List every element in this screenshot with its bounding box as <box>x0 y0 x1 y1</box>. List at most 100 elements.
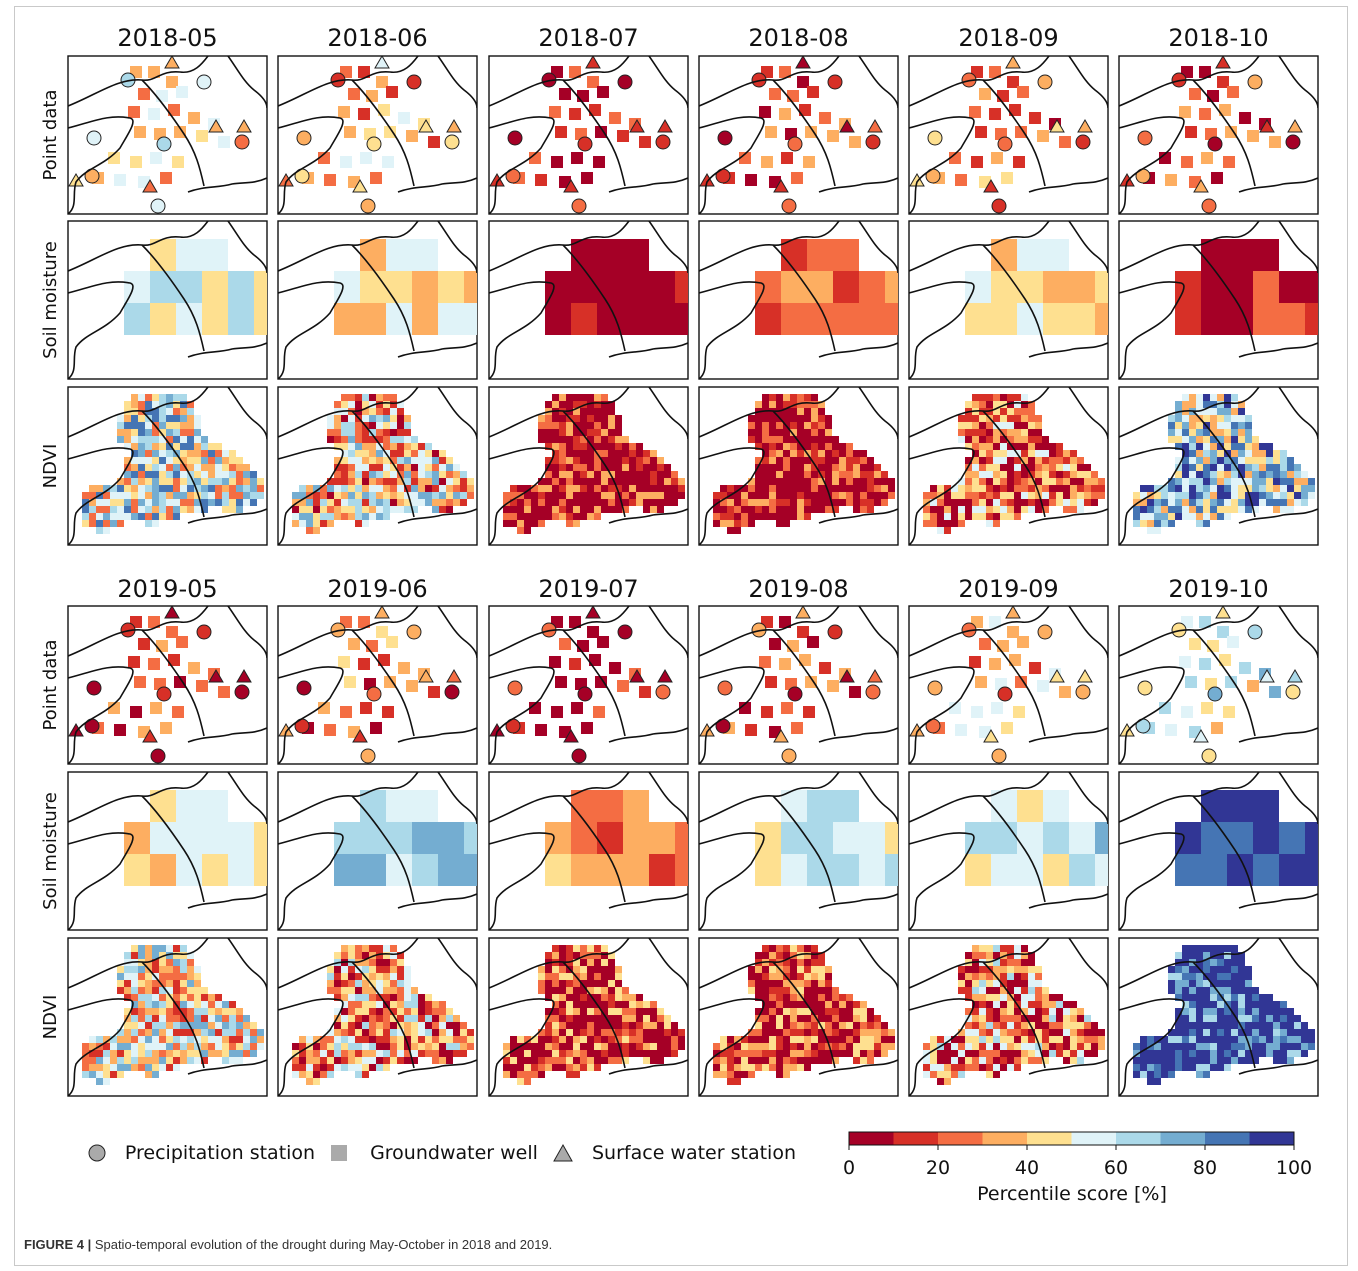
ndvi-pixel <box>930 1036 937 1043</box>
soil-moisture-cell <box>412 822 438 854</box>
ndvi-pixel <box>545 513 552 520</box>
ndvi-pixel <box>944 520 951 527</box>
ndvi-pixel <box>320 520 327 527</box>
river-boundary-line <box>227 387 267 440</box>
province-boundary-line <box>397 177 477 193</box>
ndvi-pixel <box>159 994 166 1001</box>
ndvi-pixel <box>334 980 341 987</box>
ndvi-pixel <box>341 973 348 980</box>
ndvi-pixel <box>187 952 194 959</box>
ndvi-pixel <box>180 485 187 492</box>
ndvi-pixel <box>524 1050 531 1057</box>
ndvi-pixel <box>825 1008 832 1015</box>
inner-boundary-line <box>562 410 626 518</box>
ndvi-pixel <box>1231 415 1238 422</box>
ndvi-pixel <box>292 506 299 513</box>
ndvi-pixel <box>720 513 727 520</box>
precipitation-station-marker <box>1285 134 1301 150</box>
ndvi-pixel <box>131 499 138 506</box>
ndvi-pixel <box>594 987 601 994</box>
groundwater-well-marker <box>807 636 819 648</box>
ndvi-pixel <box>383 952 390 959</box>
ndvi-pixel <box>1007 401 1014 408</box>
ndvi-pixel <box>1308 1036 1315 1043</box>
ndvi-pixel <box>89 1043 96 1050</box>
ndvi-pixel <box>566 1050 573 1057</box>
ndvi-pixel <box>334 973 341 980</box>
ndvi-pixel <box>1217 952 1224 959</box>
ndvi-pixel <box>117 980 124 987</box>
ndvi-pixel <box>390 436 397 443</box>
ndvi-pixel <box>545 499 552 506</box>
ndvi-pixel <box>1028 408 1035 415</box>
ndvi-pixel <box>1273 1043 1280 1050</box>
ndvi-pixel <box>1021 394 1028 401</box>
ndvi-pixel <box>825 471 832 478</box>
ndvi-pixel <box>615 492 622 499</box>
precipitation-station-marker <box>234 684 250 700</box>
surface-water-station-marker <box>1215 56 1231 69</box>
ndvi-pixel <box>1028 1050 1035 1057</box>
ndvi-pixel <box>1231 1029 1238 1036</box>
groundwater-well-marker <box>348 638 360 650</box>
ndvi-pixel <box>460 499 467 506</box>
ndvi-pixel <box>1014 485 1021 492</box>
ndvi-pixel <box>783 492 790 499</box>
ndvi-pixel <box>124 436 131 443</box>
ndvi-pixel <box>1217 987 1224 994</box>
ndvi-pixel <box>545 429 552 436</box>
ndvi-pixel <box>446 1036 453 1043</box>
groundwater-well-marker <box>577 640 589 652</box>
ndvi-pixel <box>832 1029 839 1036</box>
ndvi-pixel <box>1175 429 1182 436</box>
ndvi-pixel <box>762 1064 769 1071</box>
ndvi-pixel <box>538 1029 545 1036</box>
ndvi-pixel <box>601 1001 608 1008</box>
ndvi-pixel <box>867 1008 874 1015</box>
ndvi-pixel <box>341 952 348 959</box>
ndvi-pixel <box>390 1029 397 1036</box>
ndvi-pixel <box>811 959 818 966</box>
ndvi-pixel <box>376 450 383 457</box>
ndvi-pixel <box>804 513 811 520</box>
groundwater-well-marker <box>549 106 561 118</box>
ndvi-pixel <box>1217 1022 1224 1029</box>
ndvi-pixel <box>1273 1050 1280 1057</box>
ndvi-pixel <box>741 499 748 506</box>
groundwater-well-marker <box>571 702 583 714</box>
ndvi-pixel <box>194 1057 201 1064</box>
groundwater-well-marker <box>150 702 162 714</box>
ndvi-pixel <box>110 1036 117 1043</box>
ndvi-pixel <box>110 1043 117 1050</box>
ndvi-pixel <box>166 485 173 492</box>
ndvi-pixel <box>776 471 783 478</box>
ndvi-pixel <box>299 1043 306 1050</box>
ndvi-pixel <box>1259 450 1266 457</box>
ndvi-pixel <box>566 485 573 492</box>
ndvi-pixel <box>965 506 972 513</box>
ndvi-pixel <box>159 945 166 952</box>
groundwater-well-marker <box>779 108 791 120</box>
ndvi-pixel <box>299 492 306 499</box>
ndvi-pixel <box>755 966 762 973</box>
groundwater-well-marker <box>779 658 791 670</box>
ndvi-pixel <box>1196 499 1203 506</box>
ndvi-pixel <box>573 945 580 952</box>
ndvi-pixel <box>334 952 341 959</box>
ndvi-pixel <box>783 443 790 450</box>
soil-moisture-cell <box>150 303 176 335</box>
groundwater-well-marker <box>759 106 771 118</box>
precipitation-station-marker <box>360 748 376 764</box>
soil-moisture-cell <box>571 790 597 822</box>
colorbar-bin <box>1027 1132 1072 1145</box>
ndvi-pixel <box>818 994 825 1001</box>
ndvi-pixel <box>1238 499 1245 506</box>
ndvi-pixel <box>362 1057 369 1064</box>
soil-moisture-cell <box>781 303 807 335</box>
ndvi-pixel <box>734 1064 741 1071</box>
ndvi-pixel <box>1224 499 1231 506</box>
ndvi-pixel <box>348 1029 355 1036</box>
river-boundary-line <box>1068 221 1108 274</box>
ndvi-pixel <box>937 1071 944 1078</box>
ndvi-pixel <box>797 429 804 436</box>
